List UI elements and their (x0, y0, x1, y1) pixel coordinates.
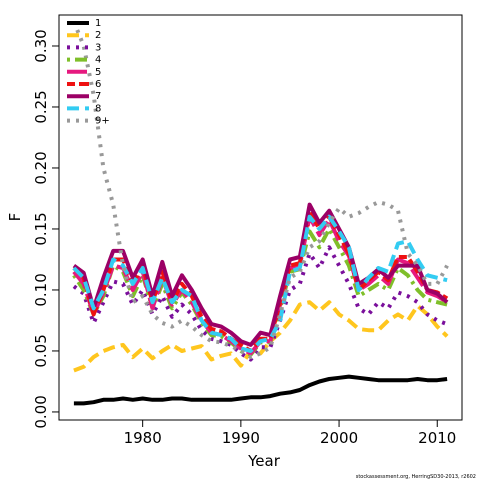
series-line (72, 214, 448, 353)
legend-label: 6 (95, 79, 101, 90)
y-tick-label: 0.00 (32, 395, 50, 428)
y-tick-label: 0.05 (32, 334, 50, 367)
legend-label: 7 (95, 91, 101, 102)
legend-label: 8 (95, 103, 101, 114)
series-line (72, 214, 449, 356)
legend-label: 4 (95, 55, 101, 66)
x-axis-label: Year (247, 452, 281, 470)
series-line (72, 202, 449, 347)
legend-label: 5 (95, 67, 101, 78)
legend-label: 9+ (95, 116, 110, 127)
legend-label: 3 (95, 42, 101, 53)
y-tick-label: 0.15 (32, 212, 50, 245)
y-tick-label: 0.10 (32, 273, 50, 306)
y-tick-label: 0.20 (32, 151, 50, 184)
x-tick-label: 1990 (222, 429, 260, 447)
series-line (73, 300, 449, 373)
x-tick-label: 2010 (418, 429, 456, 447)
footnote: stockassessment.org, HerringSD30-2013, r… (356, 474, 476, 480)
legend-label: 2 (95, 30, 101, 41)
plot-frame (58, 14, 463, 421)
series-line (72, 245, 448, 362)
x-tick-label: 2000 (320, 429, 358, 447)
x-tick-label: 1980 (124, 429, 162, 447)
y-tick-label: 0.25 (32, 90, 50, 123)
y-tick-label: 0.30 (32, 29, 50, 62)
y-axis-label: F (6, 213, 24, 222)
legend-label: 1 (95, 18, 101, 29)
series-line (73, 374, 448, 406)
series-line (72, 20, 449, 360)
